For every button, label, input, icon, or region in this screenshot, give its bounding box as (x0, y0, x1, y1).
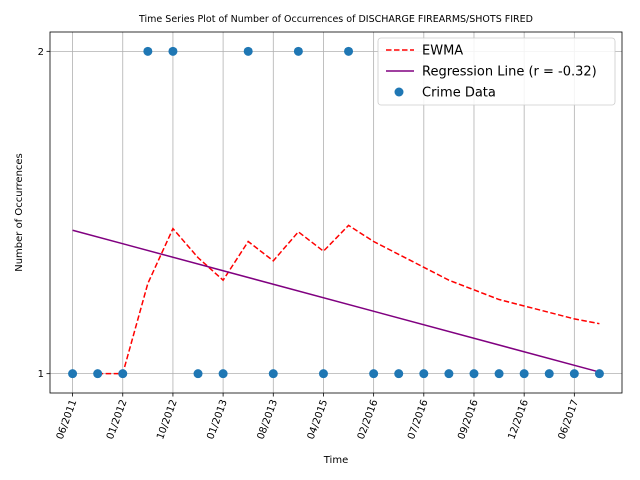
crime-data-point (93, 369, 103, 379)
x-tick-label: 08/2013 (256, 398, 281, 441)
legend-box (377, 37, 616, 106)
legend: EWMA Regression Line (r = -0.32) Crime Dat… (377, 37, 616, 106)
ewma-line (97, 224, 600, 375)
crime-data-point (369, 369, 379, 379)
axis-ticks: 06/2011 01/2012 10/2012 01/2013 08/2013 04/20… (38, 47, 582, 441)
legend-label: Regression Line (r = -0.32) (422, 65, 597, 80)
crime-data-point (293, 46, 303, 56)
crime-data-point (118, 369, 128, 379)
regression-line (72, 229, 600, 373)
crime-data-point (68, 369, 78, 379)
legend-label: EWMA (422, 44, 463, 59)
plot-series (68, 46, 604, 379)
crime-data-point (544, 369, 554, 379)
crime-data-point (394, 369, 404, 379)
plot-frame (49, 31, 623, 394)
crime-data-point (243, 46, 253, 56)
chart-title: Time Series Plot of Number of Occurrence… (138, 14, 533, 25)
crime-data-point (344, 46, 354, 56)
x-tick-label: 02/2016 (356, 398, 381, 441)
crime-data-point (494, 369, 504, 379)
crime-data-point (193, 369, 203, 379)
x-tick-label: 10/2012 (155, 398, 180, 441)
crime-data-point (419, 369, 429, 379)
x-tick-label: 12/2016 (506, 398, 531, 441)
legend-marker-crime-data (394, 87, 404, 97)
x-tick-label: 01/2012 (105, 398, 130, 441)
crime-data-point (519, 369, 529, 379)
crime-data-point (469, 369, 479, 379)
y-axis-title: Number of Occurrences (14, 153, 25, 272)
crime-data-point (268, 369, 278, 379)
x-axis-title: Time (323, 455, 348, 466)
legend-label: Crime Data (422, 86, 496, 101)
crime-data-point (569, 369, 579, 379)
crime-data-point (143, 46, 153, 56)
y-tick-label: 2 (38, 47, 44, 58)
crime-data-point (318, 369, 328, 379)
x-tick-label: 01/2013 (205, 398, 230, 441)
x-tick-label: 09/2016 (456, 398, 481, 441)
x-tick-label: 07/2016 (406, 398, 431, 441)
crime-data-point (168, 46, 178, 56)
x-tick-label: 04/2015 (306, 398, 331, 441)
crime-data-point (218, 369, 228, 379)
crime-data-point (444, 369, 454, 379)
x-tick-label: 06/2017 (557, 398, 582, 441)
crime-data-point (594, 369, 604, 379)
y-tick-label: 1 (38, 369, 44, 380)
x-tick-label: 06/2011 (55, 398, 80, 441)
